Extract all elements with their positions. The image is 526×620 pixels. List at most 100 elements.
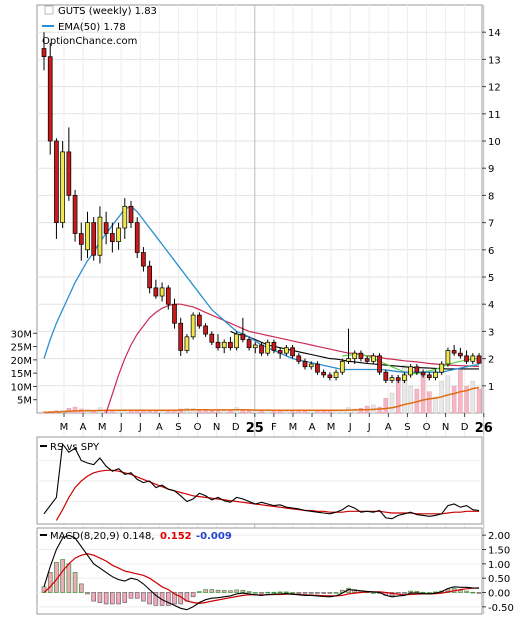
price-y-tick-label: 7 <box>488 219 494 230</box>
price-candles <box>41 32 482 384</box>
volume-y-tick-label: 20M <box>11 356 32 367</box>
month-tick-label: M <box>98 422 107 433</box>
price-y-tick-label: 2 <box>488 355 494 366</box>
candle-body <box>228 341 233 349</box>
volume-bar <box>277 410 283 414</box>
volume-bar <box>246 410 252 414</box>
macd-histogram-bar <box>228 590 233 593</box>
price-candle <box>209 331 215 345</box>
price-candle <box>420 369 426 378</box>
candle-body <box>110 233 115 242</box>
volume-bar <box>209 410 215 414</box>
macd-histogram-bar <box>408 590 413 593</box>
price-candle <box>321 369 326 378</box>
price-candle <box>476 353 482 365</box>
candle-body <box>209 333 215 343</box>
candle-body <box>184 336 190 351</box>
macd-histogram-bar <box>165 592 171 606</box>
price-candle <box>296 353 302 365</box>
price-y-tick-label: 3 <box>488 327 494 338</box>
candle-body <box>333 371 339 378</box>
macd-y-tick-label: 2.00 <box>488 531 510 542</box>
price-candle <box>389 374 395 384</box>
year-tick-label: 25 <box>246 421 264 436</box>
macd-histogram-bar <box>277 591 283 594</box>
macd-histogram-bar <box>141 592 146 602</box>
price-y-tick-label: 8 <box>488 191 494 202</box>
candle-body <box>445 350 451 365</box>
price-candle <box>47 43 53 155</box>
macd-histogram-bar <box>246 591 252 593</box>
volume-bar <box>290 411 295 414</box>
price-candle <box>433 369 438 381</box>
price-candle <box>78 222 84 261</box>
price-candle <box>147 260 152 294</box>
candle-body <box>346 358 351 362</box>
macd-histogram-bar <box>464 590 469 593</box>
candle-body <box>259 344 264 354</box>
price-candle <box>215 334 221 351</box>
month-tick-label: A <box>80 422 87 433</box>
price-candle <box>333 369 339 381</box>
price-candle <box>445 347 451 367</box>
candle-body <box>141 252 146 267</box>
candle-body <box>433 371 438 378</box>
price-candle <box>327 372 333 381</box>
price-candle <box>159 282 165 302</box>
rs-lines <box>43 442 480 521</box>
volume-bar <box>228 410 233 414</box>
price-candle <box>134 217 140 258</box>
price-candle <box>371 353 376 365</box>
candle-body <box>458 352 463 357</box>
candle-body <box>122 205 128 229</box>
volume-bar <box>116 410 121 414</box>
volume-bar <box>85 409 90 414</box>
volume-y-tick-label: 5M <box>17 396 32 407</box>
price-candle <box>72 189 78 242</box>
price-y-tick-label: 10 <box>488 137 501 148</box>
candle-body <box>178 322 184 351</box>
macd-histogram-bar <box>103 592 109 605</box>
price-candle <box>178 317 184 356</box>
candle-body <box>284 347 289 354</box>
month-tick-label: J <box>138 422 142 433</box>
candle-body <box>420 371 426 376</box>
price-candle <box>358 350 364 362</box>
candle-body <box>426 374 432 378</box>
price-candle <box>339 358 345 375</box>
candle-body <box>476 355 482 364</box>
macd-y-axis: 2.00 1.50 1.00 0.50 0.00 -0.50 <box>482 531 514 614</box>
volume-bar <box>433 396 438 414</box>
macd-histogram-bar <box>234 589 239 593</box>
price-candle <box>408 364 413 378</box>
price-y-tick-label: 5 <box>488 273 494 284</box>
volume-bar <box>389 392 395 414</box>
macd-y-tick-label: 1.00 <box>488 560 510 571</box>
macd-histogram-bar <box>315 592 320 594</box>
volume-bar <box>383 398 389 414</box>
candle-body <box>41 48 47 58</box>
price-candle <box>364 355 370 365</box>
price-candle <box>402 372 407 384</box>
price-candle <box>153 279 159 299</box>
candle-body <box>321 371 326 376</box>
price-candle <box>377 353 382 375</box>
candle-body <box>296 355 302 362</box>
macd-lines <box>43 534 480 611</box>
price-candle <box>277 347 283 359</box>
macd-histogram-bar <box>426 592 432 594</box>
macd-histogram-bar <box>265 591 271 594</box>
price-candle <box>234 331 239 351</box>
volume-bar <box>203 410 208 414</box>
macd-histogram-bar <box>209 589 215 593</box>
price-candle <box>395 374 401 384</box>
candle-body <box>60 151 65 223</box>
candle-body <box>371 355 376 362</box>
price-candle <box>252 342 258 354</box>
macd-histogram-bar <box>221 590 227 593</box>
candle-body <box>464 355 469 362</box>
candle-body <box>128 205 134 223</box>
candle-body <box>190 314 196 338</box>
price-candle <box>60 141 65 229</box>
volume-bar <box>72 406 78 414</box>
